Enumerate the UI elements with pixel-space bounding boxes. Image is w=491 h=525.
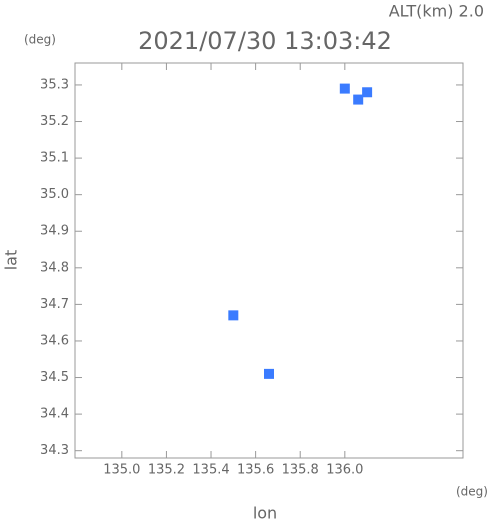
y-tick-label: 34.9: [40, 224, 69, 239]
x-tick-label: 135.6: [237, 463, 274, 478]
y-tick-label: 34.7: [40, 297, 69, 312]
altitude-label: ALT(km) 2.0: [389, 2, 484, 21]
x-axis-label: lon: [253, 504, 277, 522]
data-point: [339, 83, 350, 94]
chart-title: 2021/07/30 13:03:42: [138, 27, 392, 55]
data-point: [353, 94, 364, 105]
x-unit: (deg): [456, 485, 488, 499]
x-tick-label: 135.8: [282, 463, 319, 478]
y-tick-label: 34.8: [40, 260, 69, 275]
data-point: [362, 87, 373, 98]
y-tick-label: 34.5: [40, 370, 69, 385]
x-tick-label: 135.4: [192, 463, 229, 478]
y-tick-label: 35.2: [40, 114, 69, 129]
data-point: [264, 368, 274, 379]
data-point: [228, 310, 239, 321]
y-tick-label: 35.3: [40, 77, 69, 92]
plot-frame: [74, 62, 464, 459]
x-tick-label: 135.2: [148, 463, 185, 478]
y-tick-label: 34.6: [40, 333, 69, 348]
y-tick-label: 35.0: [40, 187, 69, 202]
x-tick-label: 136.0: [326, 463, 363, 478]
x-tick-label: 135.0: [103, 463, 140, 478]
y-tick-label: 35.1: [40, 151, 69, 166]
y-tick-label: 34.4: [40, 407, 69, 422]
y-tick-label: 34.3: [40, 443, 69, 458]
y-unit: (deg): [24, 33, 56, 47]
y-axis-label: lat: [2, 250, 21, 271]
